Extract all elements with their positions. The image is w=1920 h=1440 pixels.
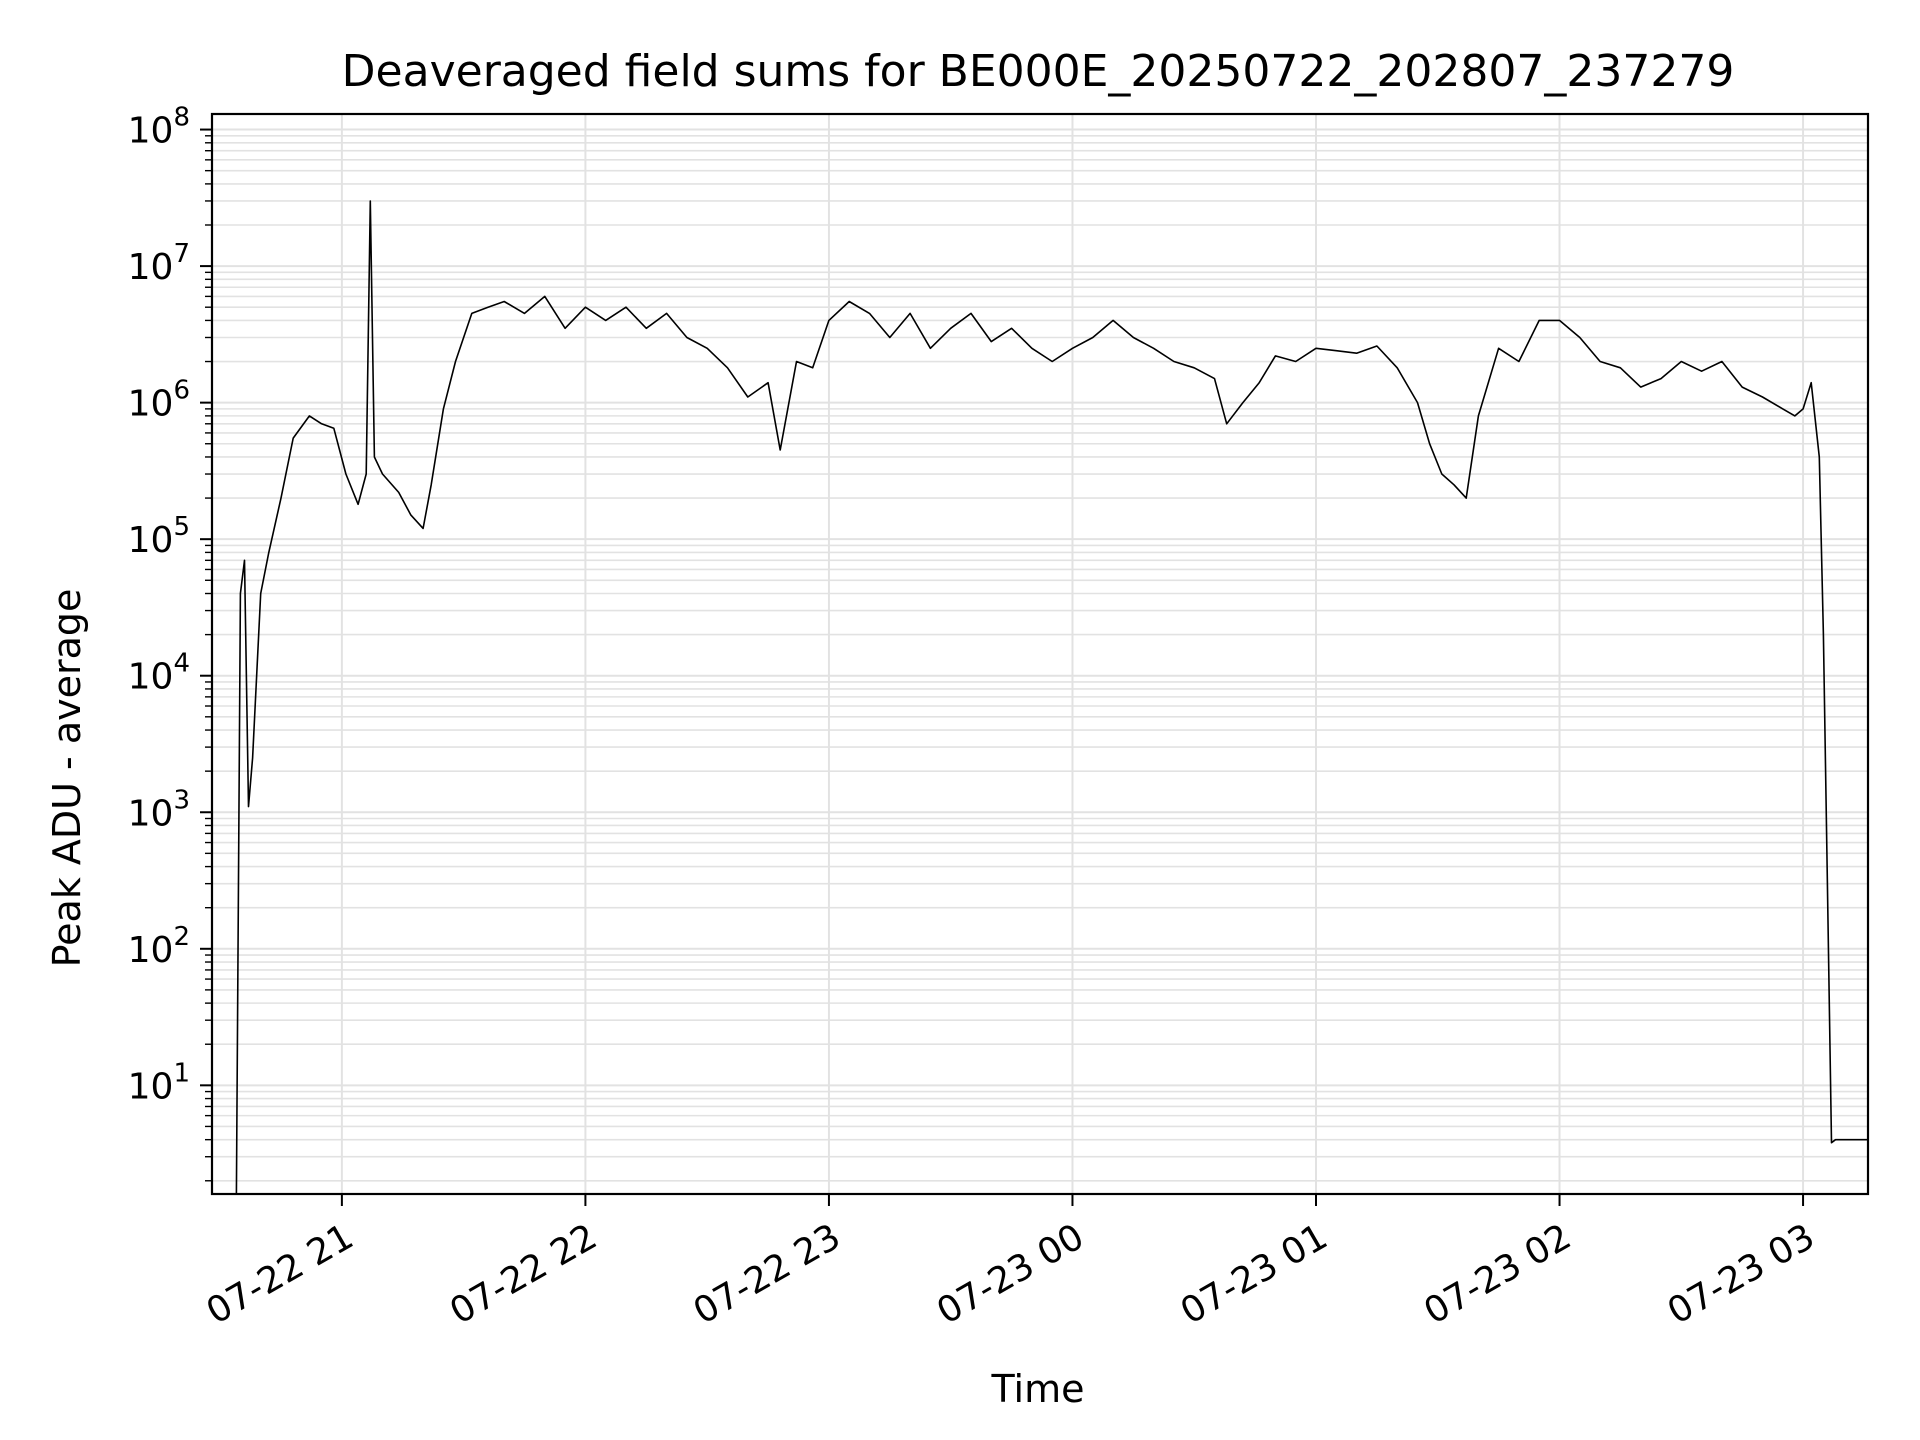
x-axis-label: Time	[991, 1367, 1085, 1411]
y-tick-label: 105	[128, 512, 190, 561]
y-tick-label: 107	[128, 239, 190, 288]
y-axis-label: Peak ADU - average	[45, 589, 89, 968]
y-tick-label: 103	[128, 785, 190, 834]
y-tick-label: 108	[128, 103, 190, 152]
plot-frame	[210, 112, 1870, 1196]
y-tick-label: 102	[128, 922, 190, 971]
y-tick-label: 101	[128, 1058, 190, 1107]
chart-title: Deaveraged field sums for BE000E_2025072…	[342, 46, 1735, 97]
y-axis: 101 102 103 104 105 106 107 108	[128, 103, 212, 1182]
y-tick-label: 104	[128, 649, 190, 698]
series-line	[235, 200, 1868, 1195]
series-layer	[235, 200, 1868, 1195]
y-tick-label: 106	[128, 376, 190, 425]
grid	[212, 114, 1868, 1194]
